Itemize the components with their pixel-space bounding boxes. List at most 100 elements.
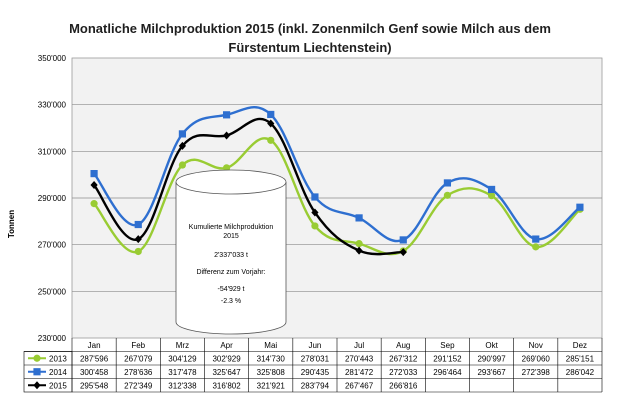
data-label-2014: 272'398 bbox=[522, 368, 551, 377]
data-label-2013: 302'929 bbox=[212, 354, 241, 363]
data-point-2015 bbox=[222, 131, 231, 140]
data-label-2013: 267'079 bbox=[124, 354, 153, 363]
cylinder-body bbox=[175, 182, 287, 335]
data-label-2014: 293'667 bbox=[477, 368, 506, 377]
annotation-line-4: Differenz zum Vorjahr: bbox=[196, 269, 265, 276]
data-label-2013: 269'060 bbox=[522, 354, 551, 363]
data-label-2015: 272'349 bbox=[124, 381, 153, 390]
data-label-2013: 270'443 bbox=[345, 354, 374, 363]
data-point-2015 bbox=[399, 248, 407, 257]
y-tick-label: 250'000 bbox=[38, 287, 67, 296]
data-label-2015: 312'338 bbox=[168, 381, 197, 390]
data-label-2013: 304'129 bbox=[168, 354, 197, 363]
legend-swatch-marker bbox=[33, 368, 41, 376]
series-2013 bbox=[90, 136, 584, 256]
x-tick-label: Mrz bbox=[176, 341, 189, 350]
chart-title-line-1: Monatliche Milchproduktion 2015 (inkl. Z… bbox=[69, 21, 551, 36]
data-label-2013: 285'151 bbox=[566, 354, 595, 363]
data-label-2015: 321'921 bbox=[257, 381, 286, 390]
data-label-2014: 325'647 bbox=[212, 368, 241, 377]
data-point-2014 bbox=[222, 111, 231, 119]
legend-label: 2014 bbox=[49, 368, 67, 377]
x-tick-label: Jul bbox=[354, 341, 364, 350]
data-label-2013: 290'997 bbox=[477, 354, 506, 363]
data-point-2014 bbox=[355, 214, 363, 222]
data-point-2014 bbox=[90, 169, 98, 178]
data-label-2014: 281'472 bbox=[345, 368, 374, 377]
annotation-line-1: Kumulierte Milchproduktion bbox=[189, 224, 274, 231]
chart-title: Monatliche Milchproduktion 2015 (inkl. Z… bbox=[60, 19, 560, 57]
x-tick-label: Nov bbox=[529, 341, 543, 350]
annotation-line-6: -2.3 % bbox=[221, 298, 241, 305]
annotation-line-2: 2015 bbox=[223, 233, 239, 240]
y-tick-label: 310'000 bbox=[38, 147, 67, 156]
data-point-2013 bbox=[532, 243, 540, 251]
data-point-2014 bbox=[178, 130, 187, 138]
data-point-2015 bbox=[178, 141, 187, 150]
data-label-2015: 283'794 bbox=[301, 381, 330, 390]
data-point-2013 bbox=[487, 192, 496, 200]
data-label-2014: 317'478 bbox=[168, 368, 197, 377]
x-tick-label: Dez bbox=[573, 341, 587, 350]
data-point-2015 bbox=[134, 235, 142, 244]
x-tick-label: Feb bbox=[131, 341, 145, 350]
data-point-2015 bbox=[90, 181, 98, 190]
data-point-2014 bbox=[311, 193, 319, 201]
y-axis: 230'000 250'000 270'000 290'000 310'000 330'0… bbox=[38, 54, 67, 343]
legend-entry-2013: 2013 bbox=[28, 354, 67, 363]
data-label-2014: 272'033 bbox=[389, 368, 418, 377]
y-tick-label: 350'000 bbox=[38, 54, 67, 63]
x-tick-label: Jan bbox=[88, 341, 101, 350]
y-tick-label: 290'000 bbox=[38, 194, 67, 203]
data-point-2014 bbox=[267, 110, 275, 119]
annotation-line-3: 2'337'033 t bbox=[214, 252, 248, 259]
data-point-2014 bbox=[532, 235, 540, 243]
x-tick-label: Aug bbox=[396, 341, 410, 350]
series-lines bbox=[90, 105, 584, 257]
y-tick-label: 270'000 bbox=[38, 241, 67, 250]
legend-label: 2015 bbox=[49, 381, 67, 390]
data-label-2013: 287'596 bbox=[80, 354, 109, 363]
data-point-2014 bbox=[576, 203, 584, 211]
data-table: Jan Feb Mrz Apr Mai Jun Jul Aug Sep Okt Nov Dez 2013… bbox=[23, 338, 603, 393]
y-axis-label: Tonnen bbox=[7, 210, 16, 238]
data-point-2015 bbox=[311, 208, 319, 217]
data-label-2014: 296'464 bbox=[433, 368, 462, 377]
data-point-2013 bbox=[90, 200, 98, 208]
data-point-2013 bbox=[355, 240, 363, 248]
data-label-2013: 278'031 bbox=[301, 354, 330, 363]
legend-label: 2013 bbox=[49, 354, 67, 363]
data-label-2014: 325'808 bbox=[257, 368, 286, 377]
x-tick-label: Sep bbox=[440, 341, 455, 350]
data-point-2014 bbox=[487, 185, 496, 194]
x-tick-label: Okt bbox=[485, 341, 498, 350]
legend-swatch-marker bbox=[33, 354, 41, 362]
data-point-2013 bbox=[267, 136, 275, 144]
data-point-2013 bbox=[178, 161, 187, 169]
cylinder-top bbox=[175, 169, 287, 195]
legend-swatch-marker bbox=[33, 381, 41, 390]
data-label-2014: 286'042 bbox=[566, 368, 595, 377]
data-point-2013 bbox=[311, 222, 319, 230]
x-tick-label: Apr bbox=[220, 341, 233, 350]
data-label-2015: 295'548 bbox=[80, 381, 109, 390]
chart-title-line-2: Fürstentum Liechtenstein) bbox=[228, 40, 392, 55]
data-point-2015 bbox=[267, 119, 275, 128]
data-label-2014: 290'435 bbox=[301, 368, 330, 377]
data-label-2013: 267'312 bbox=[389, 354, 418, 363]
y-tick-label: 330'000 bbox=[38, 101, 67, 110]
data-point-2014 bbox=[443, 179, 452, 187]
data-point-2013 bbox=[443, 191, 452, 199]
data-label-2015: 316'802 bbox=[212, 381, 241, 390]
data-label-2015: 267'467 bbox=[345, 381, 374, 390]
data-label-2013: 314'730 bbox=[257, 354, 286, 363]
data-point-2015 bbox=[355, 246, 363, 255]
y-tick-label: 230'000 bbox=[38, 334, 67, 343]
legend-entry-2015: 2015 bbox=[28, 381, 67, 390]
series-line-2013 bbox=[93, 137, 581, 256]
series-2014 bbox=[90, 105, 584, 244]
legend-entry-2014: 2014 bbox=[28, 368, 67, 377]
data-point-2014 bbox=[134, 220, 142, 229]
data-point-2013 bbox=[134, 247, 142, 256]
data-point-2014 bbox=[399, 236, 407, 244]
